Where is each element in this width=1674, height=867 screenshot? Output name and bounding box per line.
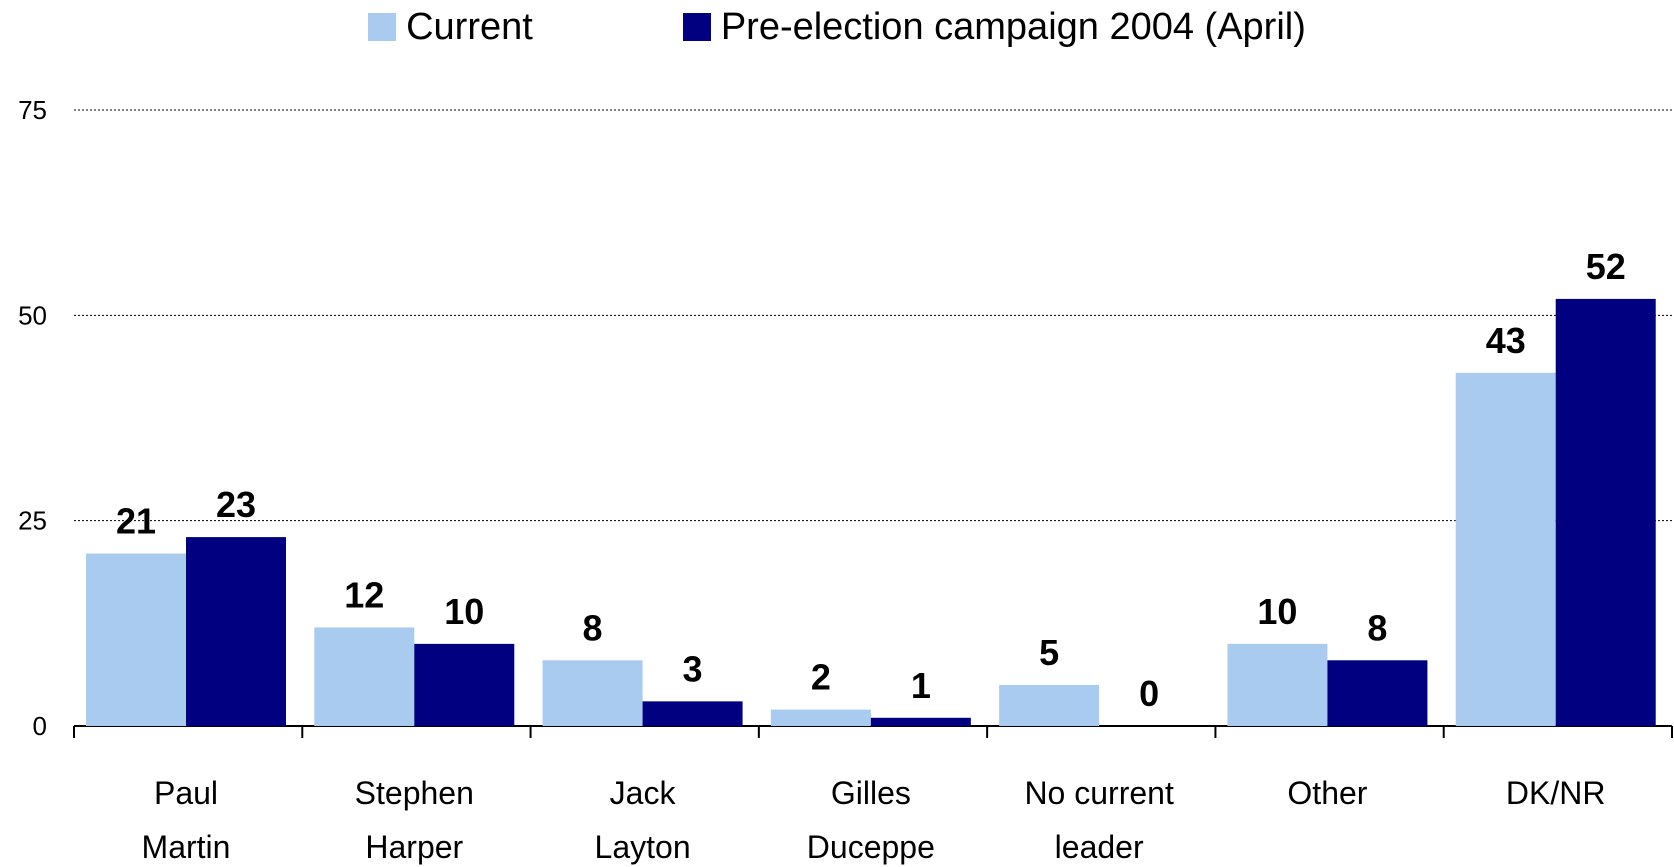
- category-label-0-1: Martin: [142, 829, 231, 865]
- data-label-0-2: 8: [583, 607, 603, 648]
- bar-1-2: [642, 701, 743, 726]
- category-label-4-0: No current: [1024, 775, 1174, 811]
- bar-0-3: [770, 709, 871, 726]
- bar-0-0: [86, 553, 186, 726]
- legend-item-current: Current: [368, 6, 533, 49]
- data-label-1-4: 0: [1139, 673, 1159, 714]
- data-label-1-0: 23: [216, 484, 256, 525]
- data-label-0-1: 12: [344, 574, 384, 615]
- legend-swatch-current: [368, 13, 397, 41]
- category-label-6-0: DK/NR: [1506, 775, 1606, 811]
- y-tick-label-25: 25: [18, 506, 47, 536]
- bar-0-6: [1455, 372, 1556, 726]
- data-label-0-6: 43: [1486, 320, 1526, 361]
- y-tick-label-0: 0: [33, 711, 47, 741]
- category-label-4-1: leader: [1055, 829, 1144, 865]
- data-label-0-4: 5: [1039, 632, 1059, 673]
- bar-1-6: [1555, 298, 1656, 726]
- legend-swatch-pre-election: [682, 13, 711, 41]
- data-label-0-3: 2: [811, 657, 831, 698]
- bar-1-0: [186, 537, 286, 726]
- category-label-2-0: Jack: [610, 775, 677, 811]
- legend: Current Pre-election campaign 2004 (Apri…: [0, 2, 1674, 52]
- legend-label-pre-election: Pre-election campaign 2004 (April): [720, 5, 1306, 48]
- bar-0-2: [542, 660, 643, 726]
- category-label-5-0: Other: [1287, 775, 1367, 811]
- y-tick-label-75: 75: [18, 95, 47, 125]
- bar-1-5: [1327, 660, 1428, 726]
- bar-0-1: [314, 627, 415, 726]
- category-label-1-1: Harper: [365, 829, 463, 865]
- bar-0-5: [1227, 643, 1328, 726]
- bar-1-3: [870, 717, 971, 726]
- category-label-3-0: Gilles: [831, 775, 911, 811]
- data-label-1-5: 8: [1367, 607, 1387, 648]
- data-label-1-6: 52: [1586, 246, 1626, 287]
- data-label-1-1: 10: [444, 591, 484, 632]
- data-label-1-3: 1: [911, 665, 931, 706]
- data-label-0-5: 10: [1257, 591, 1297, 632]
- bar-0-4: [999, 684, 1100, 726]
- legend-label-current: Current: [406, 5, 533, 48]
- bar-1-1: [414, 643, 515, 726]
- y-tick-label-50: 50: [18, 300, 47, 330]
- category-label-2-1: Layton: [595, 829, 691, 865]
- data-label-1-2: 3: [683, 648, 703, 689]
- legend-item-pre-election: Pre-election campaign 2004 (April): [682, 5, 1306, 49]
- category-label-1-0: Stephen: [355, 775, 474, 811]
- category-label-0-0: Paul: [154, 775, 218, 811]
- data-label-0-0: 21: [116, 501, 156, 542]
- category-label-3-1: Duceppe: [807, 829, 935, 865]
